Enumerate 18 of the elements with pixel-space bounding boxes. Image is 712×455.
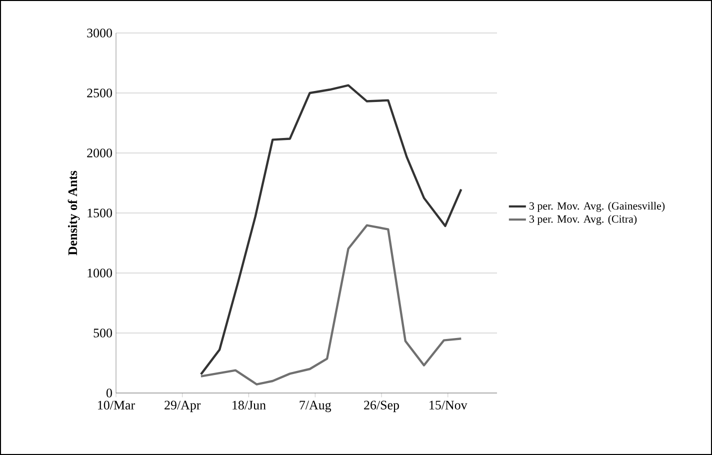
x-tick-label: 10/Mar [98,400,135,410]
x-tick-label: 15/Nov [430,400,468,410]
y-tick-label: 1000 [88,268,112,278]
legend-label: 3 per. Mov. Avg. (Gainesville) [530,202,665,212]
x-tick-label: 29/Apr [164,400,201,412]
x-tick-label: 26/Sep [364,400,399,412]
y-tick-label: 2500 [87,88,112,98]
y-tick-label: 2000 [87,148,112,158]
y-tick-label: 500 [94,328,112,338]
y-tick-label: 3000 [87,28,112,38]
y-tick-label: 0 [106,388,112,398]
line-series [200,84,462,376]
x-tick-label: 18/Jun [232,400,266,410]
y-axis-title: Density of Ants [68,170,80,256]
legend-label: 3 per. Mov. Avg. (Citra) [530,215,637,225]
x-tick-label: 7/Aug [300,400,332,412]
y-tick-label: 1500 [88,208,112,218]
line-series [200,224,462,386]
